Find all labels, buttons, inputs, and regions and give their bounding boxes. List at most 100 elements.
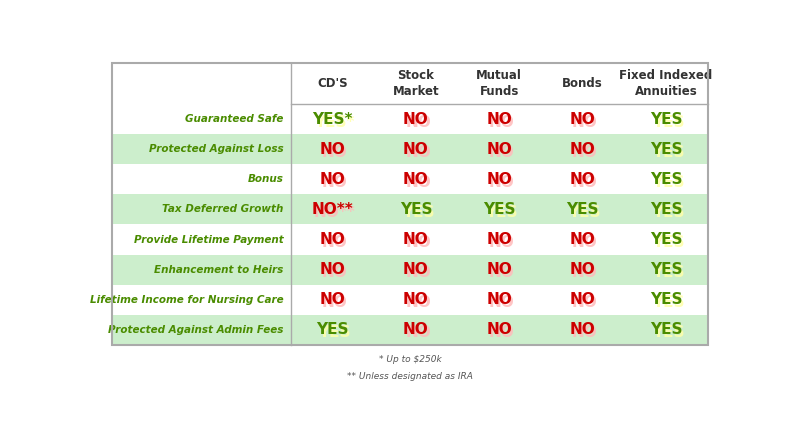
Text: NO: NO [486,262,512,277]
Text: YES: YES [318,325,351,340]
Text: NO: NO [489,325,514,340]
Text: YES: YES [652,295,684,310]
Text: NO: NO [403,292,429,307]
Text: NO: NO [320,292,346,307]
Text: Protected Against Admin Fees: Protected Against Admin Fees [108,325,283,335]
Text: NO: NO [406,235,431,250]
Text: NO: NO [572,235,598,250]
Text: NO: NO [570,142,595,157]
Text: CD'S: CD'S [318,77,348,90]
Text: NO: NO [486,172,512,187]
Text: NO**: NO** [312,202,354,217]
Text: YES: YES [652,175,684,190]
Text: YES: YES [652,145,684,160]
Text: * Up to $250k: * Up to $250k [378,355,442,364]
Text: YES: YES [483,202,515,217]
Bar [112,315,707,345]
Text: NO: NO [406,325,431,340]
Text: NO: NO [320,172,346,187]
Text: NO: NO [320,232,346,247]
Text: NO: NO [572,115,598,130]
Text: NO: NO [322,175,348,190]
Text: NO: NO [320,142,346,157]
Text: NO: NO [489,145,514,160]
Text: Bonus: Bonus [248,174,283,184]
Text: NO: NO [322,235,348,250]
Bar [112,164,707,194]
Text: NO: NO [322,145,348,160]
Text: Bonds: Bonds [562,77,603,90]
Text: YES: YES [485,205,518,220]
Text: YES: YES [400,202,432,217]
Text: NO**: NO** [314,205,356,220]
Text: YES: YES [652,265,684,280]
Text: NO: NO [403,322,429,337]
Text: YES: YES [650,202,682,217]
Text: NO: NO [406,115,431,130]
Bar [112,285,707,315]
Text: Mutual
Funds: Mutual Funds [476,69,522,98]
Text: ** Unless designated as IRA: ** Unless designated as IRA [347,372,473,381]
Text: YES: YES [652,235,684,250]
Bar [112,224,707,254]
Text: YES: YES [652,115,684,130]
Text: Guaranteed Safe: Guaranteed Safe [185,114,283,124]
Text: YES: YES [652,325,684,340]
Text: NO: NO [486,142,512,157]
Text: YES: YES [650,142,682,157]
Text: YES: YES [650,262,682,277]
Text: NO: NO [322,265,348,280]
Text: NO: NO [406,295,431,310]
Text: YES: YES [650,172,682,187]
Bar [112,254,707,285]
Text: NO: NO [572,145,598,160]
Text: NO: NO [572,265,598,280]
Text: Fixed Indexed
Annuities: Fixed Indexed Annuities [619,69,713,98]
Text: NO: NO [403,232,429,247]
Text: NO: NO [489,295,514,310]
Text: YES: YES [566,202,599,217]
Text: NO: NO [486,322,512,337]
Text: YES: YES [652,205,684,220]
Text: YES: YES [402,205,434,220]
Text: NO: NO [572,325,598,340]
Text: Protected Against Loss: Protected Against Loss [149,144,283,154]
Text: NO: NO [570,172,595,187]
Text: YES: YES [316,322,349,337]
Text: YES*: YES* [312,112,353,127]
Text: NO: NO [406,265,431,280]
Bar [112,63,707,345]
Text: YES: YES [650,112,682,127]
Text: NO: NO [403,262,429,277]
Text: NO: NO [489,175,514,190]
Text: NO: NO [403,172,429,187]
Text: Enhancement to Heirs: Enhancement to Heirs [154,265,283,275]
Text: Tax Deferred Growth: Tax Deferred Growth [162,204,283,214]
Text: NO: NO [489,115,514,130]
Text: NO: NO [489,235,514,250]
Text: Lifetime Income for Nursing Care: Lifetime Income for Nursing Care [90,295,283,305]
Text: NO: NO [486,292,512,307]
Text: NO: NO [486,112,512,127]
Bar [112,104,707,134]
Bar [112,134,707,164]
Text: NO: NO [570,262,595,277]
Text: NO: NO [570,322,595,337]
Text: NO: NO [570,232,595,247]
Bar [112,194,707,224]
Text: NO: NO [572,175,598,190]
Text: YES: YES [569,205,601,220]
Text: YES: YES [650,232,682,247]
Text: NO: NO [572,295,598,310]
Text: YES: YES [650,292,682,307]
Text: NO: NO [570,292,595,307]
Text: NO: NO [403,142,429,157]
Text: YES: YES [650,322,682,337]
Text: NO: NO [489,265,514,280]
Text: NO: NO [570,112,595,127]
Text: NO: NO [403,112,429,127]
Text: NO: NO [322,295,348,310]
Text: Stock
Market: Stock Market [393,69,439,98]
Text: Provide Lifetime Payment: Provide Lifetime Payment [134,235,283,244]
Text: NO: NO [486,232,512,247]
